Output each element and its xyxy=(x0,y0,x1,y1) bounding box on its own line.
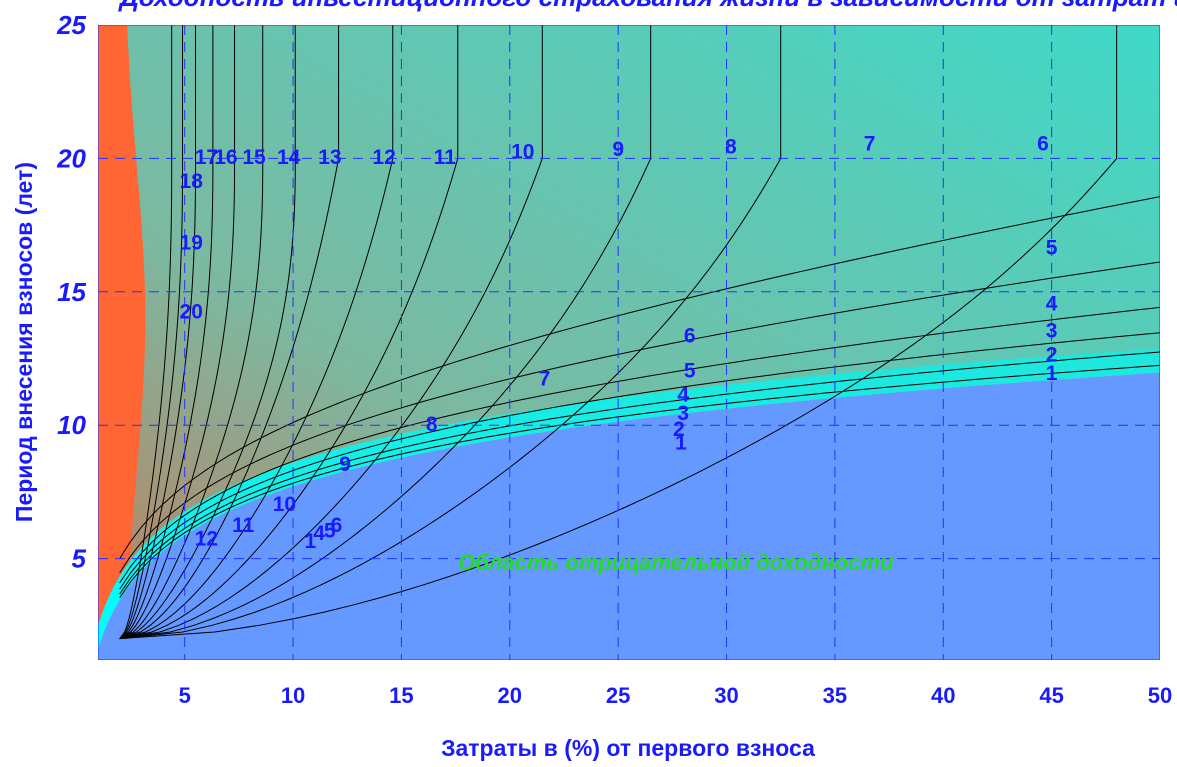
contour-line-20 xyxy=(119,25,173,639)
contour-label-32: 6 xyxy=(331,514,343,537)
contour-line-19 xyxy=(119,25,184,639)
y-tick-20: 20 xyxy=(56,143,86,173)
contour-label-28: 17 xyxy=(195,146,218,169)
x-axis-ticks: 5 10 15 20 25 30 35 40 45 50 xyxy=(179,683,1173,708)
contour-line-16 xyxy=(119,25,236,640)
contour-label-22: 11 xyxy=(434,146,457,169)
y-tick-25: 25 xyxy=(56,10,86,40)
contour-line-17 xyxy=(119,25,214,640)
contour-label-2: 3 xyxy=(677,402,689,425)
x-tick-5: 5 xyxy=(179,683,191,708)
y-axis-title: Период внесения взносов (лет) xyxy=(11,162,37,522)
x-tick-15: 15 xyxy=(389,683,413,708)
x-tick-10: 10 xyxy=(281,683,305,708)
contour-label-14: 3 xyxy=(1046,319,1058,342)
contour-line-11 xyxy=(119,25,459,640)
contour-label-20: 9 xyxy=(612,138,624,161)
contour-label-0: 1 xyxy=(675,431,687,454)
x-axis-title: Затраты в (%) от первого взноса xyxy=(441,735,815,761)
contour-line-13 xyxy=(119,25,340,640)
contour-label-5: 6 xyxy=(684,325,696,348)
contour-line-12 xyxy=(119,25,394,640)
contour-label-6: 7 xyxy=(539,367,551,390)
contour-label-26: 15 xyxy=(242,146,266,169)
x-tick-40: 40 xyxy=(931,683,955,708)
contour-label-27: 16 xyxy=(214,146,237,169)
contour-label-18: 7 xyxy=(864,133,876,156)
contour-line-4 xyxy=(119,306,1160,584)
surface-fill xyxy=(98,25,1160,660)
contour-label-7: 8 xyxy=(426,413,438,436)
contour-label-30: 19 xyxy=(180,231,203,254)
contour-line-14 xyxy=(119,25,296,640)
contour-label-34: 4 xyxy=(313,522,325,545)
y-tick-15: 15 xyxy=(57,277,86,307)
x-tick-20: 20 xyxy=(498,683,522,708)
y-tick-5: 5 xyxy=(72,544,87,574)
contour-line-10 xyxy=(119,25,543,640)
contour-label-4: 5 xyxy=(684,359,696,382)
contour-label-1: 2 xyxy=(673,418,685,441)
plot-area: 1234567891011121234567891011121314151617… xyxy=(98,25,1160,660)
x-tick-45: 45 xyxy=(1039,683,1063,708)
contour-line-18 xyxy=(119,25,197,640)
contour-label-31: 20 xyxy=(180,301,203,324)
contour-label-25: 14 xyxy=(277,146,301,169)
low-yield-band xyxy=(98,348,1160,650)
contour-label-12: 1 xyxy=(1046,362,1058,385)
contour-label-23: 12 xyxy=(372,146,395,169)
contour-label-13: 2 xyxy=(1046,343,1058,366)
contour-line-2 xyxy=(119,351,1160,595)
contour-line-1 xyxy=(119,364,1160,599)
contour-labels: 1234567891011121234567891011121314151617… xyxy=(180,133,1058,554)
contour-label-15: 4 xyxy=(1046,293,1058,316)
contour-lines xyxy=(119,25,1160,640)
contour-label-21: 10 xyxy=(511,141,534,164)
contour-label-33: 5 xyxy=(324,519,336,542)
x-tick-50: 50 xyxy=(1148,683,1172,708)
x-tick-30: 30 xyxy=(714,683,738,708)
negative-region-label: Область отрицательной доходности xyxy=(458,550,894,575)
contour-label-29: 18 xyxy=(180,170,204,193)
contour-label-3: 4 xyxy=(677,383,689,406)
high-yield-area xyxy=(98,25,146,639)
contour-label-8: 9 xyxy=(339,453,351,476)
contour-label-11: 12 xyxy=(195,527,218,550)
contour-label-35: 1 xyxy=(305,530,317,553)
chart-title-text: Доходность инвестиционного страхования ж… xyxy=(118,0,1177,12)
contour-label-10: 11 xyxy=(232,514,255,537)
negative-yield-region xyxy=(98,372,1160,660)
contour-label-19: 8 xyxy=(725,135,737,158)
contour-label-9: 10 xyxy=(273,493,296,516)
contour-line-15 xyxy=(119,25,264,640)
contour-label-17: 6 xyxy=(1037,133,1049,156)
contour-label-16: 5 xyxy=(1046,237,1058,260)
x-tick-25: 25 xyxy=(606,683,630,708)
contour-line-9 xyxy=(119,25,652,640)
grid-lines xyxy=(98,25,1160,660)
y-tick-10: 10 xyxy=(57,410,86,440)
y-axis-ticks: 5 10 15 20 25 xyxy=(56,10,86,574)
contour-line-8 xyxy=(119,25,782,640)
contour-line-7 xyxy=(119,25,1118,640)
contour-label-24: 13 xyxy=(318,146,341,169)
chart-title: Доходность инвестиционного страхования ж… xyxy=(118,0,1177,12)
x-tick-35: 35 xyxy=(823,683,847,708)
